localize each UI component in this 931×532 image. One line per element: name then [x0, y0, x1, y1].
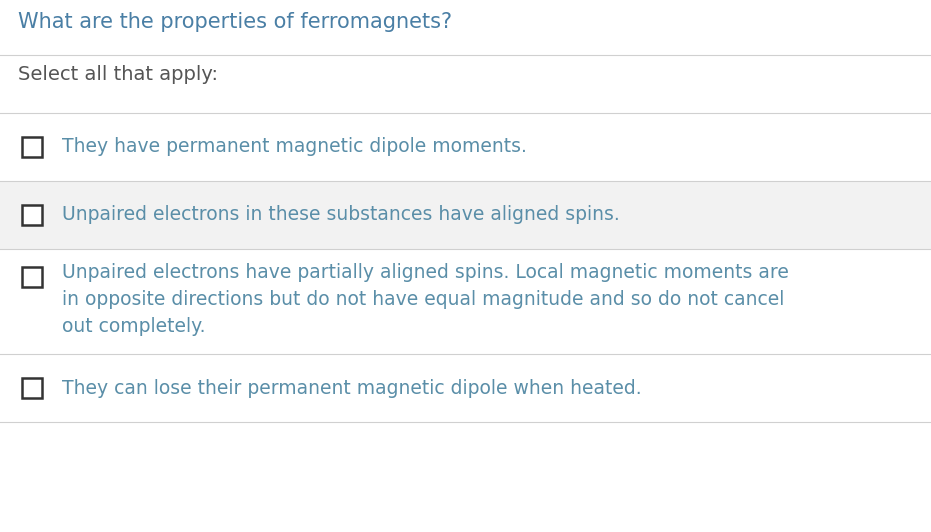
FancyBboxPatch shape [22, 378, 42, 398]
Text: They can lose their permanent magnetic dipole when heated.: They can lose their permanent magnetic d… [62, 378, 641, 397]
Bar [0, 249, 931, 354]
Text: They have permanent magnetic dipole moments.: They have permanent magnetic dipole mome… [62, 137, 527, 156]
FancyBboxPatch shape [22, 267, 42, 287]
FancyBboxPatch shape [22, 205, 42, 225]
Text: Unpaired electrons have partially aligned spins. Local magnetic moments are
in o: Unpaired electrons have partially aligne… [62, 263, 789, 337]
Text: Select all that apply:: Select all that apply: [18, 65, 218, 84]
Bar [0, 113, 931, 181]
Text: Unpaired electrons in these substances have aligned spins.: Unpaired electrons in these substances h… [62, 205, 620, 225]
Bar [0, 181, 931, 249]
Bar [0, 354, 931, 422]
Text: What are the properties of ferromagnets?: What are the properties of ferromagnets? [18, 12, 452, 32]
FancyBboxPatch shape [22, 137, 42, 157]
